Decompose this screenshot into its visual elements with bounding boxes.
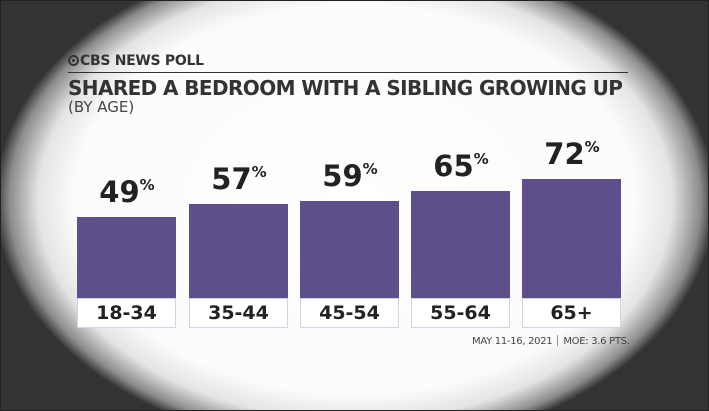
separator	[557, 335, 559, 346]
category-label: 55-64	[411, 298, 510, 328]
data-label: 65%	[433, 148, 489, 183]
chart-subtitle: (BY AGE)	[68, 98, 135, 116]
cbs-eye-icon	[68, 55, 79, 66]
data-label: 49%	[99, 175, 155, 210]
poll-dates: MAY 11-16, 2021	[472, 336, 553, 347]
data-label: 57%	[211, 161, 267, 196]
data-label: 72%	[544, 137, 600, 172]
bar-65+	[522, 179, 621, 298]
margin-of-error: MOE: 3.6 PTS.	[563, 336, 630, 347]
category-label: 45-54	[300, 298, 399, 328]
category-label: 35-44	[189, 298, 288, 328]
bar-55-64	[411, 190, 510, 298]
chart-title: SHARED A BEDROOM WITH A SIBLING GROWING …	[68, 76, 623, 100]
data-label: 59%	[322, 158, 378, 193]
brand: CBS NEWS POLL	[68, 53, 204, 69]
category-label: 18-34	[77, 298, 176, 328]
bar-45-54	[300, 200, 399, 298]
bar-35-44	[189, 203, 288, 298]
divider	[68, 72, 628, 73]
category-label: 65+	[522, 298, 621, 328]
footer: MAY 11-16, 2021 MOE: 3.6 PTS.	[472, 335, 630, 347]
bar-18-34	[77, 217, 176, 298]
brand-text: CBS NEWS POLL	[80, 53, 204, 69]
